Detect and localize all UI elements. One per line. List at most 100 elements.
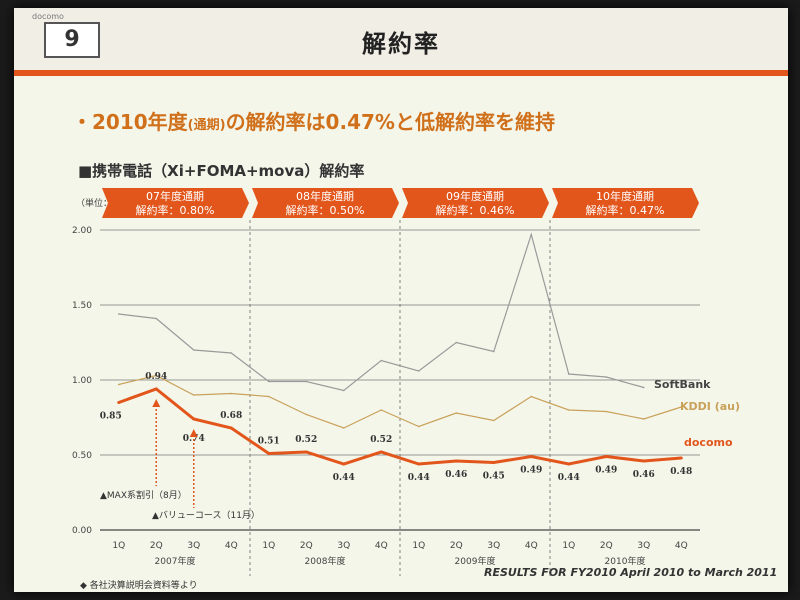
y-tick-label: 1.00	[72, 376, 92, 386]
year-label: 2008年度	[305, 555, 346, 567]
x-tick-label: 2Q	[450, 541, 463, 551]
data-point	[155, 374, 158, 377]
y-tick-label: 0.00	[72, 526, 92, 536]
headline-part-1: ・2010年度	[72, 110, 188, 134]
data-point	[604, 455, 608, 458]
period-banner	[252, 188, 399, 218]
year-label: 2007年度	[155, 555, 196, 567]
period-banner-title: 09年度通期	[446, 189, 504, 203]
chart-subtitle: ■携帯電話（Xi+FOMA+mova）解約率	[78, 162, 365, 180]
x-tick-label: 1Q	[562, 541, 575, 551]
year-label: 2010年度	[605, 555, 646, 567]
data-point	[379, 450, 383, 454]
data-point	[192, 417, 196, 421]
data-label: 0.68	[220, 411, 242, 421]
x-tick-label: 1Q	[412, 541, 425, 551]
data-point	[117, 401, 121, 404]
data-label: 0.45	[483, 472, 505, 482]
period-banner-title: 08年度通期	[296, 189, 354, 203]
data-point	[642, 386, 645, 389]
period-banner-rate: 解約率：0.47%	[586, 203, 665, 217]
data-point	[417, 462, 421, 466]
data-label: 0.49	[595, 466, 617, 476]
series-label-kddi: KDDI (au)	[680, 400, 740, 413]
period-banner	[402, 188, 549, 218]
year-label: 2009年度	[455, 555, 496, 567]
x-tick-label: 3Q	[487, 541, 500, 551]
series-line-docomo	[118, 387, 682, 466]
results-caption: RESULTS FOR FY2010 April 2010 to March 2…	[484, 566, 778, 579]
data-point	[417, 425, 420, 428]
data-point	[380, 359, 383, 362]
series-line-softbank	[118, 232, 644, 392]
data-point	[529, 455, 533, 458]
data-point	[230, 352, 233, 354]
data-point	[492, 350, 495, 353]
annotation-arrow-head	[189, 429, 198, 437]
x-tick-label: 3Q	[637, 541, 650, 551]
data-point	[454, 459, 458, 463]
period-banner-rate: 解約率：0.80%	[136, 203, 215, 217]
data-point	[192, 349, 195, 351]
series-line-kddi-au-	[118, 374, 682, 429]
x-tick-label: 2Q	[600, 541, 613, 551]
data-point	[492, 461, 496, 464]
data-point	[192, 394, 195, 396]
data-point	[155, 317, 158, 320]
y-tick-label: 0.50	[72, 451, 92, 461]
data-point	[679, 456, 683, 460]
data-label: 0.51	[258, 437, 280, 447]
data-point	[605, 410, 608, 413]
data-point	[567, 373, 570, 375]
data-point	[304, 450, 308, 454]
docomo-logo: docomo	[32, 12, 64, 21]
data-label: 0.48	[670, 467, 692, 477]
data-point	[492, 419, 495, 422]
x-tick-label: 1Q	[262, 541, 275, 551]
data-label: 0.49	[520, 466, 542, 476]
data-label: 0.52	[370, 435, 392, 445]
data-point	[305, 380, 308, 383]
slide-header: docomo 9 解約率	[14, 8, 788, 72]
annotation-arrow-head	[152, 399, 161, 407]
data-point	[342, 462, 346, 466]
data-label: 0.44	[333, 473, 355, 483]
data-point	[417, 370, 420, 372]
data-point	[154, 387, 158, 391]
period-banner-title: 07年度通期	[146, 189, 204, 203]
data-label: 0.44	[408, 473, 430, 483]
period-banner-title: 10年度通期	[596, 189, 654, 203]
data-point	[530, 395, 533, 398]
headline-part-3: の解約率は0.47%と低解約率を維持	[225, 110, 555, 134]
headline-part-2: (通期)	[187, 118, 226, 133]
data-point	[605, 376, 608, 378]
data-point	[567, 462, 571, 466]
y-tick-label: 1.50	[72, 301, 92, 311]
data-label: 0.46	[633, 470, 655, 480]
annotation-text: ▲MAX系割引（8月）	[100, 489, 187, 501]
x-tick-label: 4Q	[525, 541, 538, 551]
data-point	[230, 392, 233, 395]
x-tick-label: 3Q	[337, 541, 350, 551]
data-label: 0.52	[295, 435, 317, 445]
y-tick-label: 2.00	[72, 226, 92, 236]
x-tick-label: 1Q	[112, 541, 125, 551]
period-banner-rate: 解約率：0.46%	[436, 203, 515, 217]
data-point	[117, 383, 120, 386]
data-point	[267, 395, 270, 398]
data-label: 0.44	[558, 473, 580, 483]
data-point	[267, 380, 270, 383]
x-tick-label: 4Q	[225, 541, 238, 551]
data-point	[642, 459, 646, 463]
churn-rate-chart: （単位：%）0.000.501.001.502.0007年度通期解約率：0.80…	[72, 188, 740, 576]
data-point	[342, 427, 345, 429]
data-point	[117, 313, 120, 315]
data-point	[680, 406, 683, 408]
x-tick-label: 4Q	[675, 541, 688, 551]
data-point	[229, 426, 233, 430]
series-label-softbank: SoftBank	[654, 378, 711, 391]
data-point	[530, 233, 533, 236]
data-label: 0.46	[445, 470, 467, 480]
period-banner-rate: 解約率：0.50%	[286, 203, 365, 217]
data-point	[342, 389, 345, 392]
